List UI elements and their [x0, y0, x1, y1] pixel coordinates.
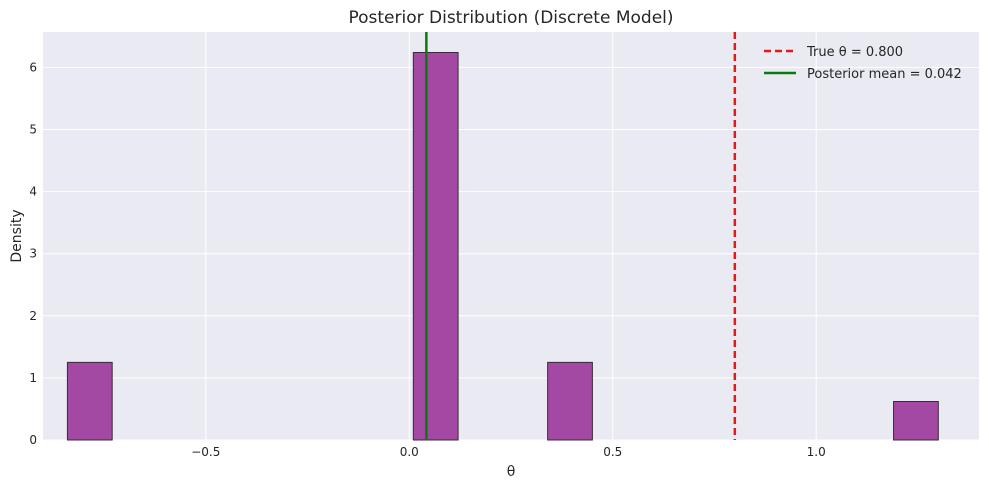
x-tick-label: 0.0: [400, 445, 419, 459]
legend-true-theta-label: True θ = 0.800: [806, 45, 903, 60]
y-tick-label: 4: [29, 185, 37, 199]
histogram-bar: [547, 361, 593, 441]
y-tick-label: 2: [29, 309, 37, 323]
plot-background: [43, 32, 979, 440]
vlines-layer: [425, 32, 737, 440]
y-tick-label: 3: [29, 247, 37, 261]
y-tick-label: 1: [29, 371, 37, 385]
legend: True θ = 0.800 Posterior mean = 0.042: [764, 45, 962, 82]
histogram-bar: [893, 400, 939, 441]
bars-layer: [66, 51, 939, 441]
grid-layer: [43, 32, 979, 441]
legend-posterior-mean-label: Posterior mean = 0.042: [807, 67, 962, 82]
x-tick-label: −0.5: [191, 445, 220, 459]
y-tick-label: 5: [29, 122, 37, 136]
x-axis-label: θ: [507, 464, 516, 480]
chart-title: Posterior Distribution (Discrete Model): [348, 8, 673, 28]
histogram-bar: [66, 361, 113, 441]
y-axis-label: Density: [9, 209, 25, 262]
x-tick-label: 0.5: [603, 445, 622, 459]
y-tick-label: 0: [29, 433, 37, 447]
histogram-bar: [412, 51, 459, 441]
y-tick-label: 6: [29, 60, 37, 74]
x-tick-label: 1.0: [807, 445, 826, 459]
ticks-layer: −0.5 0.0 0.5 1.0 0 1 2 3 4 5 6: [29, 60, 825, 459]
